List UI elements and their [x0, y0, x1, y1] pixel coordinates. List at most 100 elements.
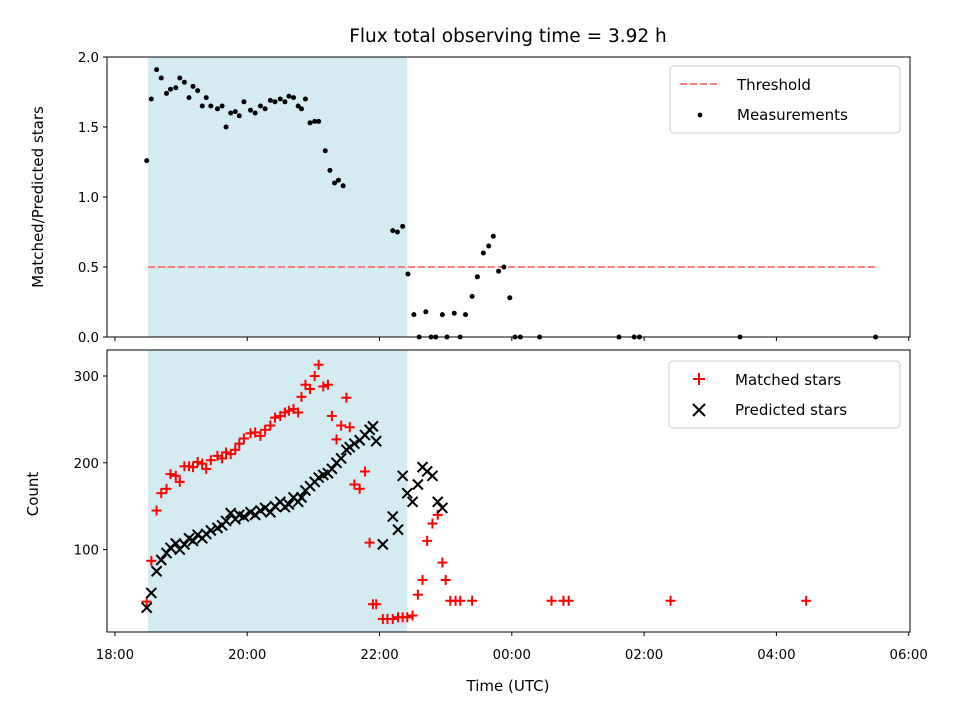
measurement-point [167, 86, 173, 92]
matched-star-marker [665, 595, 676, 606]
measurement-point [507, 295, 513, 301]
bottom-x-axis: 18:00 20:00 22:00 00:00 02:00 04:00 06:00 [96, 632, 928, 663]
matched-star-marker [151, 505, 162, 516]
measurement-point [228, 110, 234, 116]
measurement-point [252, 110, 258, 116]
measurement-point [214, 106, 220, 112]
measurement-point [203, 95, 209, 101]
measurement-point [405, 271, 411, 277]
matched-star-marker [201, 463, 212, 474]
matched-star-marker [250, 427, 261, 438]
bottom-legend-box [668, 360, 901, 429]
measurement-point [486, 243, 492, 249]
predicted-star-marker [370, 435, 382, 447]
predicted-star-marker [178, 538, 191, 551]
measurement-point [208, 103, 214, 109]
predicted-star-marker [238, 510, 250, 523]
predicted-stars-series [140, 420, 449, 614]
x-tick-label: 00:00 [493, 648, 531, 663]
x-tick-label: 18:00 [96, 648, 134, 663]
predicted-star-marker [155, 554, 167, 566]
x-axis-label: Time (UTC) [466, 677, 550, 695]
matched-star-marker [336, 420, 347, 431]
matched-star-marker [238, 433, 249, 444]
predicted-star-marker [145, 587, 158, 599]
matched-star-marker [293, 407, 304, 418]
measurement-point [286, 93, 292, 99]
measurement-point [219, 103, 225, 109]
matched-star-marker [801, 595, 812, 606]
threshold-legend-label: Threshold [736, 76, 811, 94]
measurement-point [267, 97, 273, 103]
x-tick-label: 20:00 [228, 648, 266, 663]
x-tick-label: 06:00 [890, 648, 928, 663]
top-y-axis: 0.0 0.5 1.0 1.5 2.0 [78, 51, 107, 346]
matched-star-marker [412, 589, 423, 600]
predicted-star-marker [377, 538, 389, 551]
matched-star-marker [341, 392, 352, 403]
bottom-y-axis-label: Count [24, 472, 42, 517]
measurement-point [144, 158, 150, 164]
measurement-point [232, 109, 238, 115]
matched-star-marker [205, 455, 216, 466]
measurement-point [277, 96, 283, 102]
bottom-y-axis: 100 200 300 [74, 370, 107, 559]
matched-legend-label: Matched stars [735, 371, 841, 389]
matched-star-marker [234, 438, 245, 449]
matched-star-marker [174, 476, 185, 487]
matched-stars-series [141, 359, 812, 624]
matched-star-marker [270, 412, 281, 423]
bottom-y-tick-label: 100 [74, 544, 99, 559]
matched-star-marker [371, 599, 382, 610]
matched-star-marker [221, 447, 232, 458]
predicted-star-marker [348, 438, 361, 450]
top-y-tick-label: 0.0 [78, 331, 99, 346]
matched-star-marker [437, 557, 448, 568]
top-y-tick-label: 0.5 [78, 261, 99, 276]
measurement-point [154, 67, 160, 73]
measurement-point [451, 310, 457, 316]
matched-star-marker [146, 555, 157, 566]
bottom-shaded-region [148, 350, 408, 632]
measurement-point [490, 233, 496, 239]
predicted-legend-label: Predicted stars [735, 401, 847, 419]
predicted-star-marker [387, 510, 399, 523]
matched-star-marker [322, 379, 333, 390]
measurement-point [480, 250, 486, 256]
matched-star-marker [230, 444, 241, 455]
measurement-point [291, 95, 297, 101]
measurement-point [236, 113, 242, 119]
matched-star-marker [197, 458, 208, 469]
predicted-star-marker [140, 601, 153, 614]
measurement-point [158, 75, 164, 81]
measurement-point [186, 95, 192, 101]
matched-star-marker [318, 381, 329, 392]
measurement-point [474, 274, 480, 280]
top-y-axis-label: Matched/Predicted stars [29, 106, 47, 288]
matched-star-marker [387, 613, 398, 624]
predicted-star-marker [335, 452, 347, 465]
matched-star-marker [309, 371, 320, 382]
matched-star-marker [440, 574, 451, 585]
predicted-star-marker [264, 506, 277, 518]
top-panel: 0.00.51.01.52.0 Matched/Predicted stars … [29, 51, 911, 346]
matched-star-marker [455, 595, 466, 606]
matched-star-marker [349, 479, 360, 490]
top-shaded-region [148, 57, 408, 337]
measurement-point [298, 106, 304, 112]
measurement-point [177, 75, 183, 81]
measurement-point [295, 103, 301, 109]
bottom-legend: Matched stars Predicted stars [668, 360, 901, 429]
measurement-point [195, 88, 201, 94]
measurement-point [340, 183, 346, 189]
matched-star-marker [563, 595, 574, 606]
measurement-point [272, 99, 278, 105]
measurement-point [302, 96, 308, 102]
predicted-star-marker [436, 502, 449, 514]
measurement-point [181, 79, 187, 85]
top-y-tick-label: 2.0 [78, 51, 99, 66]
matched-legend-swatch [693, 373, 705, 385]
measurement-point [390, 228, 396, 234]
predicted-star-marker [412, 478, 424, 491]
